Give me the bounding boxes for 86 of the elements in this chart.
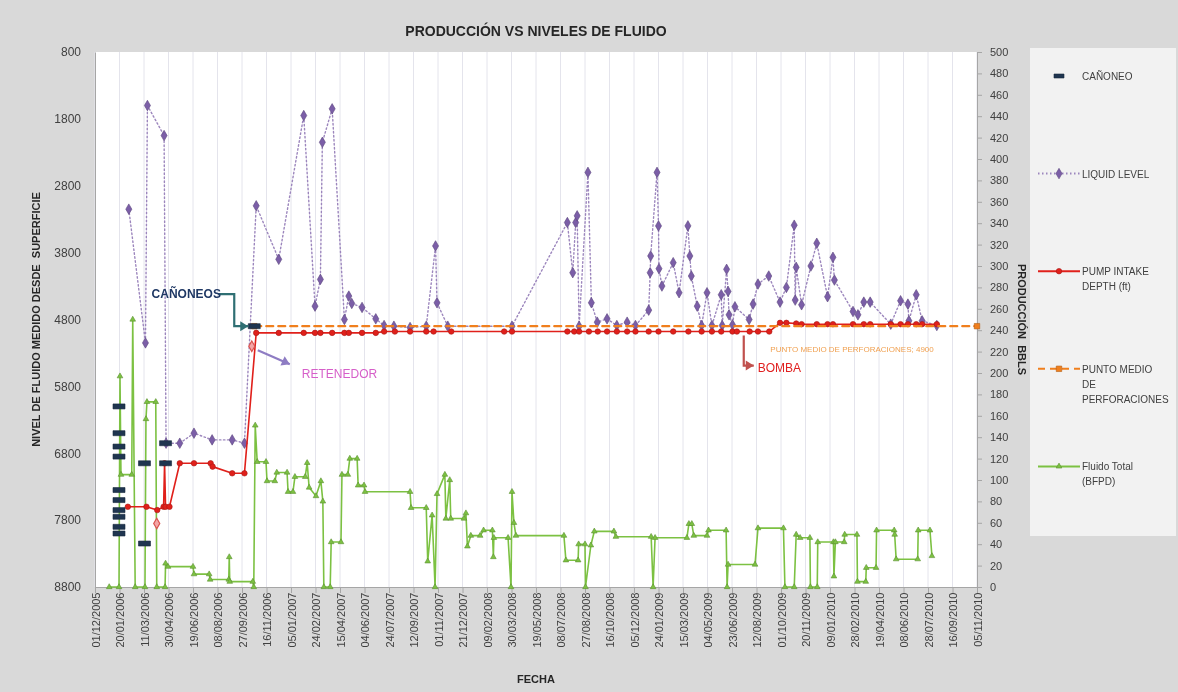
y2-tick-label: 260 xyxy=(990,302,1009,315)
y-tick-label: 1800 xyxy=(54,112,82,127)
point xyxy=(973,323,981,330)
y2-tick-label: 200 xyxy=(990,367,1009,380)
y2-tick-label: 220 xyxy=(990,345,1009,358)
y-tick-label: 3800 xyxy=(54,245,82,260)
x-tick-label: 01/12/2005 xyxy=(89,592,102,648)
y2-tick-label: 440 xyxy=(990,110,1009,123)
legend-label: LIQUID LEVEL xyxy=(1082,168,1150,180)
x-tick-label: 27/09/2006 xyxy=(236,592,249,648)
y2-tick-label: 120 xyxy=(990,452,1009,465)
x-axis-title: FECHA xyxy=(517,673,555,685)
x-tick-label: 11/03/2006 xyxy=(138,592,151,647)
x-tick-label: 04/05/2009 xyxy=(702,592,715,648)
y2-tick-label: 400 xyxy=(990,153,1009,166)
x-tick-label: 23/06/2009 xyxy=(726,592,739,648)
x-tick-label: 08/06/2010 xyxy=(898,592,911,648)
annotation: RETENEDOR xyxy=(301,367,378,382)
y-tick-label: 800 xyxy=(60,45,82,60)
x-tick-label: 24/07/2007 xyxy=(383,592,396,648)
x-tick-label: 19/05/2008 xyxy=(530,592,543,648)
y2-tick-label: 20 xyxy=(990,559,1003,572)
x-tick-label: 15/04/2007 xyxy=(334,592,347,648)
x-tick-label: 16/09/2010 xyxy=(947,592,960,648)
x-tick-label: 19/06/2006 xyxy=(187,592,200,648)
y2-tick-label: 280 xyxy=(990,281,1009,294)
x-tick-label: 27/08/2008 xyxy=(579,592,592,648)
x-tick-label: 15/03/2009 xyxy=(677,592,690,648)
y2-tick-label: 500 xyxy=(990,46,1009,59)
y2-tick-label: 0 xyxy=(990,581,997,594)
x-tick-label: 30/03/2008 xyxy=(506,592,519,648)
legend-label: PUNTO MEDIO DE PERFORACIONES xyxy=(1082,363,1170,405)
y2-tick-label: 320 xyxy=(990,238,1009,251)
x-tick-label: 20/01/2006 xyxy=(114,592,127,648)
y2-tick-label: 140 xyxy=(990,431,1009,444)
y-tick-label: 4800 xyxy=(54,312,82,327)
y2-tick-label: 300 xyxy=(990,260,1009,273)
y2-tick-label: 340 xyxy=(990,217,1009,230)
y-tick-label: 5800 xyxy=(54,379,82,394)
x-tick-label: 05/01/2007 xyxy=(285,592,298,648)
legend-label: CAÑONEO xyxy=(1082,70,1133,82)
y-tick-label: 6800 xyxy=(54,446,82,461)
annotation: CAÑONEOS xyxy=(151,286,221,302)
y2-axis-title: PRODUCCIÓN BBLS xyxy=(1016,263,1028,376)
x-tick-label: 08/08/2006 xyxy=(212,592,225,648)
y2-tick-label: 40 xyxy=(990,538,1003,551)
x-tick-label: 30/04/2006 xyxy=(163,592,176,648)
annotation: BOMBA xyxy=(757,360,802,375)
x-tick-label: 01/10/2009 xyxy=(775,592,788,648)
legend-label: Fluido Total (BFPD) xyxy=(1082,461,1133,488)
x-tick-label: 04/06/2007 xyxy=(359,592,372,648)
x-tick-label: 28/07/2010 xyxy=(922,592,935,648)
y2-tick-label: 460 xyxy=(990,88,1009,101)
x-tick-label: 09/02/2008 xyxy=(481,592,494,648)
x-tick-label: 20/11/2009 xyxy=(800,592,813,647)
y2-tick-label: 420 xyxy=(990,131,1009,144)
x-tick-label: 12/09/2007 xyxy=(408,592,421,648)
x-tick-label: 16/10/2008 xyxy=(604,592,617,648)
chart-title: PRODUCCIÓN VS NIVELES DE FLUIDO xyxy=(405,22,667,39)
y2-tick-label: 480 xyxy=(990,67,1009,80)
x-tick-label: 21/12/2007 xyxy=(457,592,470,648)
y2-tick-label: 380 xyxy=(990,174,1009,187)
y2-tick-label: 80 xyxy=(990,495,1003,508)
x-tick-label: 08/07/2008 xyxy=(555,592,568,648)
y2-tick-label: 180 xyxy=(990,388,1009,401)
x-tick-label: 24/02/2007 xyxy=(310,592,323,648)
x-tick-label: 05/11/2010 xyxy=(971,592,984,647)
y-tick-label: 2800 xyxy=(54,179,82,194)
y2-tick-label: 100 xyxy=(990,474,1009,487)
x-tick-label: 01/11/2007 xyxy=(432,592,445,647)
x-tick-label: 09/01/2010 xyxy=(824,592,837,648)
y2-tick-label: 60 xyxy=(990,516,1003,529)
y2-tick-label: 160 xyxy=(990,409,1009,422)
y-tick-label: 8800 xyxy=(54,580,82,595)
x-tick-label: 16/11/2006 xyxy=(261,592,274,647)
x-tick-label: 28/02/2010 xyxy=(849,592,862,648)
y-axis-title: NIVEL DE FLUIDO MEDIDO DESDE SUPERFICIE xyxy=(30,192,42,447)
x-tick-label: 19/04/2010 xyxy=(873,592,886,648)
y2-tick-label: 240 xyxy=(990,324,1009,337)
legend-label: PUMP INTAKE DEPTH (ft) xyxy=(1082,266,1150,293)
annotation: PUNTO MEDIO DE PERFORACIONES; 4900 xyxy=(770,345,935,355)
y-tick-label: 7800 xyxy=(54,513,82,528)
x-tick-label: 12/08/2009 xyxy=(751,592,764,648)
x-tick-label: 24/01/2009 xyxy=(653,592,666,648)
x-tick-label: 05/12/2008 xyxy=(628,592,641,648)
y2-tick-label: 360 xyxy=(990,195,1009,208)
